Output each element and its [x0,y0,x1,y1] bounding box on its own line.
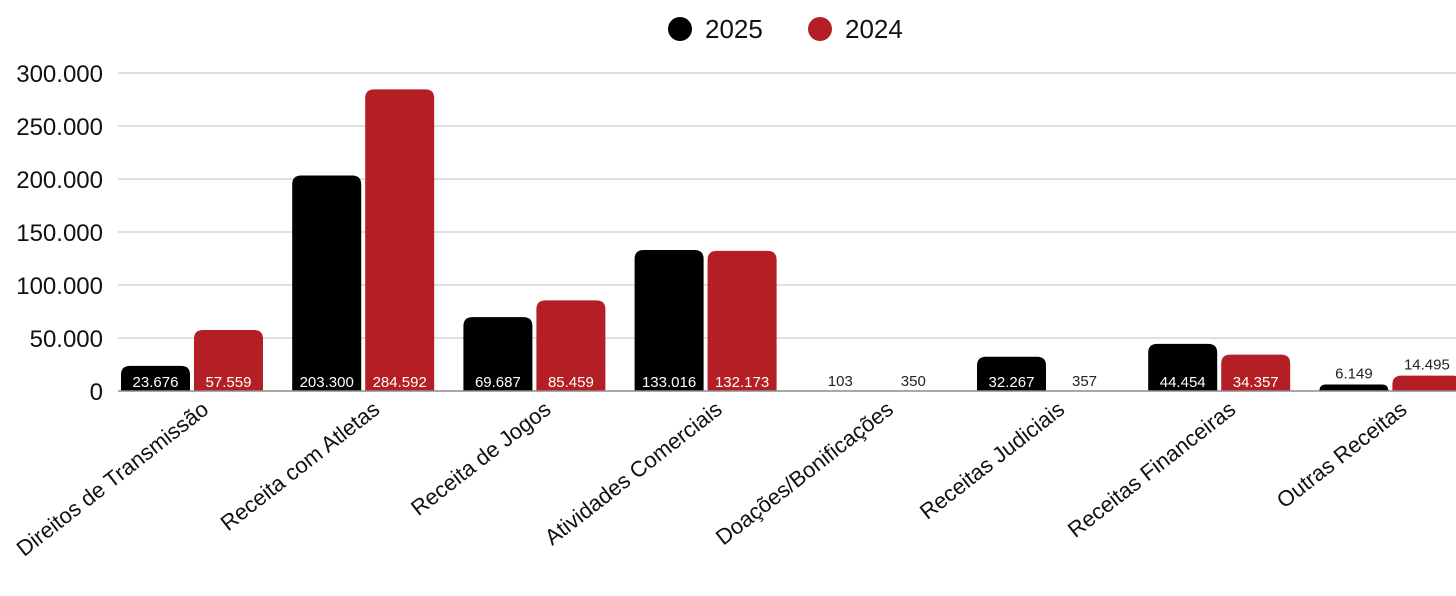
bar-2025 [1148,343,1218,391]
x-tick-label: Receitas Financeiras [1063,396,1240,542]
data-label-2025: 23.676 [133,374,179,391]
x-tick-label: Receita de Jogos [406,396,555,520]
bar-2025 [634,250,704,391]
bars: 23.676 57.559 203.300 284.592 69.687 85.459 13… [121,89,1456,391]
data-label-2024: 14.495 [1404,357,1450,374]
data-label-2024: 284.592 [373,374,427,391]
data-label-2024: 34.357 [1233,374,1279,391]
bar-2025 [977,356,1046,391]
data-label-2025: 103 [828,373,853,390]
data-label-2024: 57.559 [206,374,252,391]
data-label-2025: 44.454 [1160,374,1206,391]
x-tick-label: Direitos de Transmissão [12,396,213,561]
bar-2025 [463,317,533,391]
y-tick-label: 200.000 [16,167,103,194]
y-tick-label: 150.000 [16,220,103,247]
bar-2024 [707,250,777,391]
x-tick-label: Atividades Comerciais [540,396,727,550]
bar-2024 [1221,354,1291,391]
bar-2025 [121,365,190,391]
legend-marker-2025 [668,17,692,41]
legend-label-2025: 2025 [705,14,763,44]
bar-2025 [1319,384,1389,391]
y-tick-label: 300.000 [16,61,103,88]
data-label-2024: 85.459 [548,374,594,391]
legend: 2025 2024 [668,14,903,44]
bar-2024 [194,329,263,391]
x-tick-labels: Direitos de Transmissão Receita com Atlet… [12,396,1412,561]
y-tick-label: 50.000 [30,326,103,353]
data-label-2024: 132.173 [715,374,769,391]
x-tick-label: Receitas Judiciais [915,396,1069,524]
bar-2024 [536,300,606,391]
data-label-2025: 69.687 [475,374,521,391]
x-tick-label: Doações/Bonificações [711,396,898,550]
data-label-2025: 32.267 [989,374,1035,391]
legend-label-2024: 2024 [845,14,903,44]
data-label-2024: 350 [901,373,926,390]
bar-2025 [292,175,362,391]
legend-marker-2024 [808,17,832,41]
x-tick-label: Receita com Atletas [216,396,385,535]
y-tick-label: 100.000 [16,273,103,300]
y-tick-label: 0 [90,379,103,406]
y-tick-label: 250.000 [16,114,103,141]
data-label-2025: 203.300 [300,374,354,391]
data-label-2024: 357 [1072,373,1097,390]
bar-2024 [365,89,435,391]
x-tick-label: Outras Receitas [1272,396,1412,513]
data-label-2025: 133.016 [642,374,696,391]
bar-2024 [1392,375,1456,391]
data-label-2025: 6.149 [1335,365,1373,382]
